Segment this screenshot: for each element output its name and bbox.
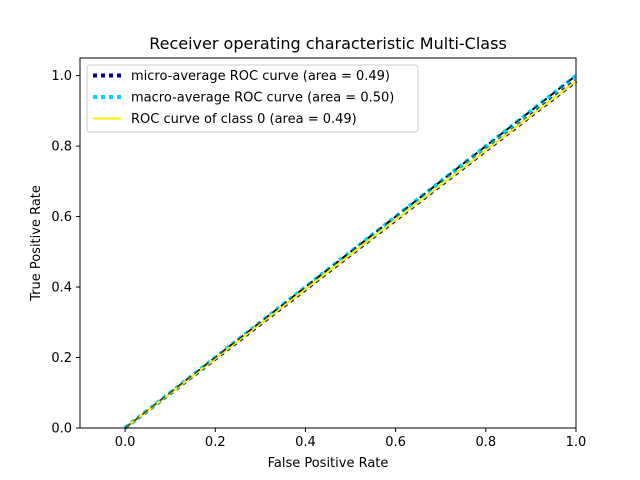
x-axis-label: False Positive Rate (268, 456, 389, 471)
x-tick-label: 0.0 (115, 435, 136, 450)
legend: micro-average ROC curve (area = 0.49) mac… (86, 64, 419, 133)
chart-title: Receiver operating characteristic Multi-… (149, 34, 507, 53)
y-tick-label: 0.8 (51, 140, 72, 155)
x-tick-label: 0.6 (385, 435, 406, 450)
legend-box (86, 64, 419, 133)
legend-item-macro-average: macro-average ROC curve (area = 0.50) (93, 91, 394, 106)
x-tick-label: 1.0 (566, 435, 587, 450)
y-axis: 0.0 0.2 0.4 0.6 0.8 1.0 (51, 69, 80, 437)
y-tick-label: 0.0 (51, 422, 72, 437)
x-axis: 0.0 0.2 0.4 0.6 0.8 1.0 (115, 428, 587, 450)
legend-label: micro-average ROC curve (area = 0.49) (131, 69, 390, 84)
x-tick-label: 0.2 (205, 435, 226, 450)
y-tick-label: 0.6 (51, 210, 72, 225)
legend-item-micro-average: micro-average ROC curve (area = 0.49) (93, 69, 390, 84)
x-tick-label: 0.4 (295, 435, 316, 450)
reference-line-chance-overlay (124, 75, 577, 429)
y-tick-label: 0.2 (51, 351, 72, 366)
plot-area (123, 74, 578, 430)
legend-label: ROC curve of class 0 (area = 0.49) (131, 112, 357, 127)
x-tick-label: 0.8 (475, 435, 496, 450)
legend-item-class-0: ROC curve of class 0 (area = 0.49) (93, 112, 357, 127)
y-axis-label: True Positive Rate (29, 185, 44, 302)
y-tick-label: 1.0 (51, 69, 72, 84)
axes-frame (79, 57, 577, 429)
y-tick-label: 0.4 (51, 281, 72, 296)
legend-label: macro-average ROC curve (area = 0.50) (131, 91, 394, 106)
